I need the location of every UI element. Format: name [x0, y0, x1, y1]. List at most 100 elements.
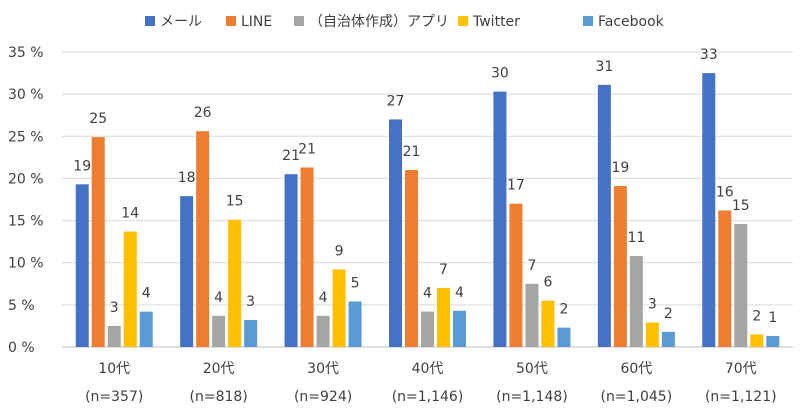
- data-label: 3: [648, 297, 657, 313]
- category-label: 50代: [516, 361, 548, 377]
- data-label: 17: [507, 178, 525, 194]
- data-label: 21: [403, 144, 421, 160]
- bar: [123, 231, 137, 347]
- legend-item: Facebook: [583, 14, 665, 30]
- legend-label: （自治体作成）アプリ: [309, 14, 449, 30]
- data-label: 19: [73, 158, 91, 174]
- data-label: 19: [611, 160, 629, 176]
- bar: [613, 186, 627, 347]
- category-label: 70代: [725, 361, 757, 377]
- y-axis: 0 % 5 % 10 % 15 % 20 % 25 % 30 % 35 %: [8, 45, 44, 356]
- bar: [91, 137, 105, 347]
- bar: [750, 334, 764, 347]
- bar: [702, 73, 716, 348]
- data-label: 15: [226, 194, 244, 210]
- legend-swatch: [294, 16, 304, 26]
- category-sample-size: (n=1,121): [705, 389, 777, 405]
- data-label: 7: [439, 262, 448, 278]
- data-label: 11: [627, 230, 645, 246]
- data-label: 7: [527, 258, 536, 274]
- category-sample-size: (n=1,045): [601, 389, 673, 405]
- bar: [389, 119, 402, 347]
- legend-label: Facebook: [598, 14, 665, 30]
- legend-swatch: [583, 16, 593, 26]
- bar: [597, 84, 611, 347]
- bar: [718, 210, 732, 347]
- bar: [421, 311, 434, 347]
- data-label: 9: [335, 243, 344, 259]
- bar: [300, 167, 314, 347]
- bar: [348, 301, 362, 347]
- data-label: 14: [121, 206, 139, 222]
- data-label: 4: [423, 286, 432, 302]
- data-label: 30: [491, 66, 509, 82]
- data-label: 33: [700, 47, 718, 63]
- data-label: 6: [543, 275, 552, 291]
- bar: [284, 174, 298, 347]
- bar: [244, 320, 258, 347]
- legend: メール LINE （自治体作成）アプリ Twitter Facebook: [145, 14, 665, 30]
- data-label: 21: [298, 141, 316, 157]
- bar: [734, 223, 748, 347]
- bar: [405, 170, 418, 347]
- y-tick-label: 25 %: [8, 129, 44, 145]
- data-label: 3: [110, 300, 119, 316]
- legend-swatch: [226, 16, 236, 26]
- bar: [139, 311, 153, 347]
- data-label: 1: [768, 310, 777, 326]
- bar: [196, 131, 210, 347]
- legend-item: （自治体作成）アプリ: [294, 14, 449, 30]
- category-label: 40代: [412, 361, 444, 377]
- bar: [75, 184, 89, 347]
- legend-label: LINE: [241, 14, 272, 30]
- y-tick-label: 15 %: [8, 214, 44, 230]
- category-sample-size: (n=924): [294, 389, 352, 405]
- data-label: 4: [214, 290, 223, 306]
- bar: [661, 331, 675, 347]
- category-sample-size: (n=1,148): [496, 389, 568, 405]
- data-label: 26: [194, 105, 212, 121]
- data-label: 4: [319, 290, 328, 306]
- category-sample-size: (n=357): [85, 389, 143, 405]
- data-label: 2: [752, 308, 761, 324]
- data-label: 15: [732, 198, 750, 214]
- bar: [316, 315, 330, 347]
- data-label: 27: [387, 93, 405, 109]
- data-label: 25: [89, 111, 107, 127]
- category-sample-size: (n=1,146): [392, 389, 464, 405]
- data-label: 4: [142, 286, 151, 302]
- legend-item: LINE: [226, 14, 272, 30]
- data-label: 31: [595, 59, 613, 75]
- y-tick-label: 0 %: [8, 340, 35, 356]
- bar: [493, 91, 507, 347]
- legend-item: メール: [145, 14, 202, 30]
- legend-item: Twitter: [458, 14, 520, 30]
- data-label: 4: [455, 285, 464, 301]
- gridlines: [62, 51, 793, 348]
- bar: [645, 322, 659, 347]
- data-label: 3: [246, 294, 255, 310]
- bar: [180, 196, 194, 347]
- bar: [629, 255, 643, 347]
- y-tick-label: 5 %: [8, 298, 35, 314]
- legend-label: Twitter: [472, 14, 520, 30]
- x-axis: 10代 (n=357) 20代 (n=818) 30代 (n=924) 40代 (n=1,14…: [85, 361, 777, 405]
- category-label: 60代: [620, 361, 652, 377]
- category-label: 20代: [203, 361, 235, 377]
- y-tick-label: 20 %: [8, 171, 44, 187]
- bar: [437, 288, 450, 347]
- data-label: 2: [559, 302, 568, 318]
- category-label: 30代: [307, 361, 339, 377]
- data-label: 18: [178, 170, 196, 186]
- bar: [509, 203, 523, 347]
- data-label: 5: [351, 275, 360, 291]
- bar: [453, 310, 466, 347]
- bar: [541, 300, 555, 347]
- bars: [75, 73, 780, 348]
- data-labels: 1925314418264153212149527214743017762311…: [73, 47, 777, 326]
- bar: [766, 336, 780, 347]
- bar: [332, 269, 346, 347]
- y-tick-label: 10 %: [8, 256, 44, 272]
- bar: [228, 219, 242, 347]
- data-label: 16: [716, 184, 734, 200]
